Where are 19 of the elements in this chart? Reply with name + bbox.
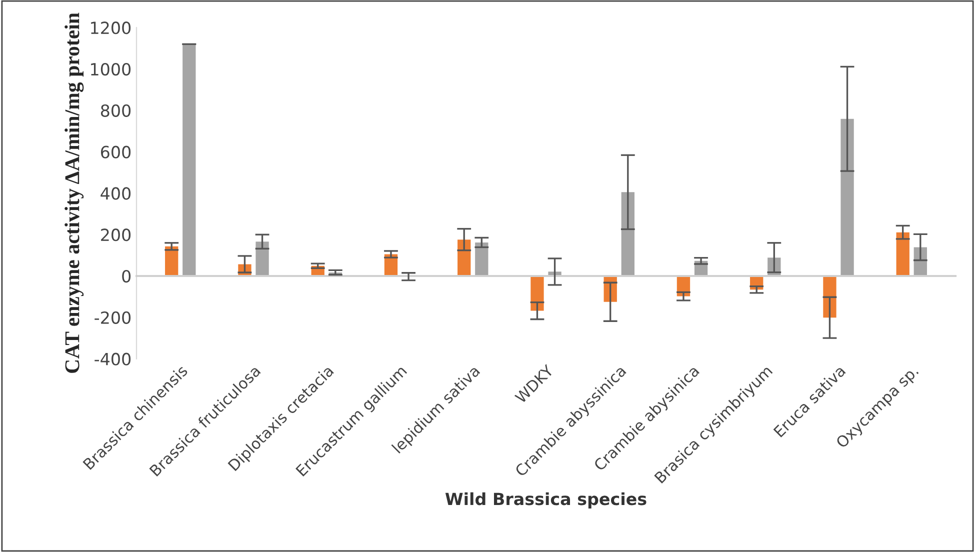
y-tick-label: 800 <box>100 104 131 117</box>
y-tick-label: 400 <box>100 187 131 200</box>
y-tick-label: 200 <box>101 228 131 242</box>
y-tick-label: 600 <box>100 146 131 158</box>
bar <box>621 192 634 276</box>
y-tick-label: 1000 <box>91 62 131 76</box>
bar <box>840 118 854 276</box>
y-tick-label: 1200 <box>91 22 131 34</box>
bar <box>530 276 544 311</box>
x-axis-title: Wild Brassica species <box>445 492 646 508</box>
y-tick-label: 0 <box>122 270 131 283</box>
bar <box>896 232 910 276</box>
y-tick-label: -400 <box>94 352 131 366</box>
bar <box>256 242 269 276</box>
y-axis-title: CAT enzyme activity ΔA/min/mg protein <box>64 12 84 373</box>
bar <box>182 44 196 276</box>
bar <box>475 242 488 276</box>
bar <box>823 276 836 318</box>
y-tick-label: -200 <box>94 311 131 324</box>
